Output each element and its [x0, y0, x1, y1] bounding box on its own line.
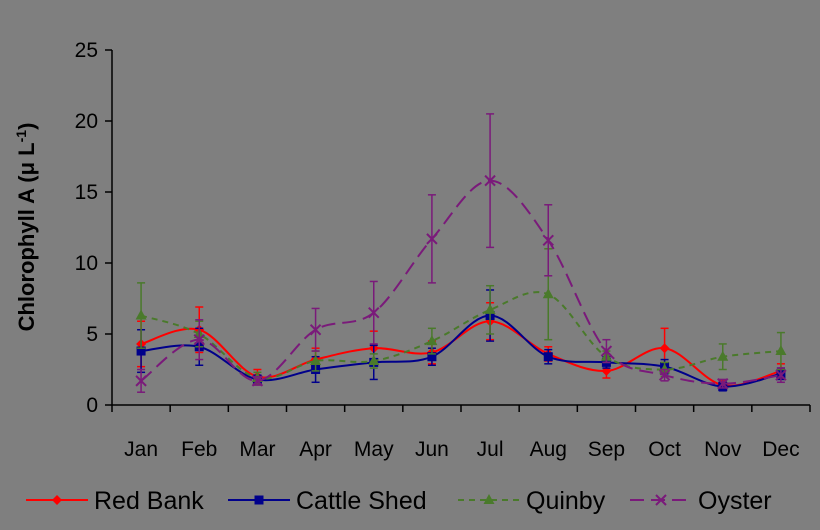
- data-point-oyster-apr: [309, 324, 322, 336]
- series-quinby: [135, 248, 787, 385]
- data-point-oyster-feb: [193, 333, 205, 346]
- plot-area: [135, 113, 787, 393]
- data-point-oyster-oct-stroke: [658, 369, 671, 381]
- data-point-oyster-dec-stroke: [775, 369, 787, 381]
- x-tick-label-jan: Jan: [124, 438, 158, 461]
- y-tick-label: 10: [75, 252, 98, 275]
- data-point-oyster-may: [368, 306, 380, 319]
- series-oyster: [135, 113, 787, 393]
- data-point-quinby-nov: [717, 350, 729, 361]
- legend-swatch-marker: [254, 495, 264, 505]
- x-tick-label-feb: Feb: [181, 438, 217, 461]
- data-point-oyster-sep: [600, 345, 613, 357]
- y-tick-label: 15: [75, 181, 98, 204]
- x-tick-label-jul: Jul: [477, 438, 504, 461]
- data-point-oyster-jan: [135, 375, 147, 387]
- x-tick-label-apr: Apr: [299, 438, 332, 461]
- data-point-oyster-nov-stroke: [717, 377, 729, 390]
- data-point-oyster-jun-stroke: [426, 233, 438, 245]
- legend-swatch-marker-stroke: [655, 494, 667, 506]
- y-tick-label: 25: [75, 39, 98, 62]
- x-tick-label-oct: Oct: [648, 438, 681, 461]
- legend-swatch-marker: [483, 494, 495, 504]
- data-point-cattle-shed-aug: [543, 352, 553, 362]
- series-line-cattle-shed: [140, 314, 782, 388]
- data-point-oyster-dec: [775, 369, 787, 381]
- axes: 0 5 10 15 20 25 Jan Feb Mar Apr May Jun Jul Aug Sep Oct…: [75, 39, 811, 461]
- y-axis-label: Chlorophyll A (μ L-1): [13, 123, 39, 332]
- data-point-quinby-may: [368, 354, 380, 365]
- legend-item-oyster: Oyster: [630, 487, 772, 515]
- data-point-cattle-shed-jun: [427, 352, 437, 362]
- data-point-oyster-apr-stroke: [309, 324, 322, 336]
- data-point-oyster-nov: [717, 377, 729, 390]
- legend-swatch-marker: [52, 495, 62, 505]
- x-tick-label-may: May: [354, 438, 394, 461]
- data-point-quinby-oct: [659, 363, 671, 374]
- data-point-oyster-aug-stroke: [542, 234, 554, 246]
- legend-item-cattle-shed: Cattle Shed: [228, 487, 427, 515]
- data-point-red-bank-oct: [659, 343, 670, 354]
- data-point-cattle-shed-jan: [136, 346, 146, 356]
- legend: Red Bank Cattle Shed Quinby Oyster: [26, 487, 772, 515]
- series-line-oyster: [140, 179, 782, 385]
- y-tick-label: 5: [86, 323, 98, 346]
- x-tick-label-jun: Jun: [415, 438, 449, 461]
- data-point-oyster-sep-stroke: [600, 345, 613, 357]
- data-point-quinby-apr: [310, 354, 322, 365]
- series-line-red-bank: [140, 320, 782, 387]
- data-point-oyster-oct: [658, 369, 671, 381]
- legend-swatch-marker: [655, 494, 667, 506]
- legend-label-red-bank: Red Bank: [94, 487, 204, 515]
- series-red-bank: [136, 302, 786, 391]
- legend-label-cattle-shed: Cattle Shed: [296, 487, 427, 515]
- legend-label-oyster: Oyster: [698, 487, 772, 515]
- data-point-oyster-jul: [484, 174, 496, 187]
- data-point-quinby-jan: [135, 309, 147, 320]
- data-point-oyster-mar-stroke: [251, 375, 264, 387]
- data-point-oyster-jan-stroke: [135, 375, 147, 387]
- y-tick-label: 0: [86, 394, 98, 417]
- x-tick-label-aug: Aug: [530, 438, 567, 461]
- series-line-quinby: [140, 291, 782, 380]
- series-cattle-shed: [136, 289, 786, 392]
- legend-label-quinby: Quinby: [526, 487, 606, 515]
- data-point-quinby-aug: [542, 288, 554, 299]
- legend-item-red-bank: Red Bank: [26, 487, 204, 515]
- data-point-oyster-feb-stroke: [193, 333, 205, 346]
- x-tick-label-nov: Nov: [704, 438, 742, 461]
- data-point-oyster-jun: [426, 233, 438, 245]
- data-point-quinby-dec: [775, 345, 787, 356]
- data-point-oyster-may-stroke: [368, 306, 380, 319]
- data-point-quinby-jul: [484, 303, 496, 314]
- x-tick-label-mar: Mar: [239, 438, 275, 461]
- data-point-oyster-aug: [542, 234, 554, 246]
- data-point-oyster-jul-stroke: [484, 174, 496, 187]
- x-tick-label-dec: Dec: [762, 438, 799, 461]
- legend-item-quinby: Quinby: [458, 487, 606, 515]
- y-tick-label: 20: [75, 110, 98, 133]
- data-point-quinby-jun: [426, 335, 438, 346]
- data-point-oyster-mar: [251, 375, 264, 387]
- x-tick-label-sep: Sep: [588, 438, 625, 461]
